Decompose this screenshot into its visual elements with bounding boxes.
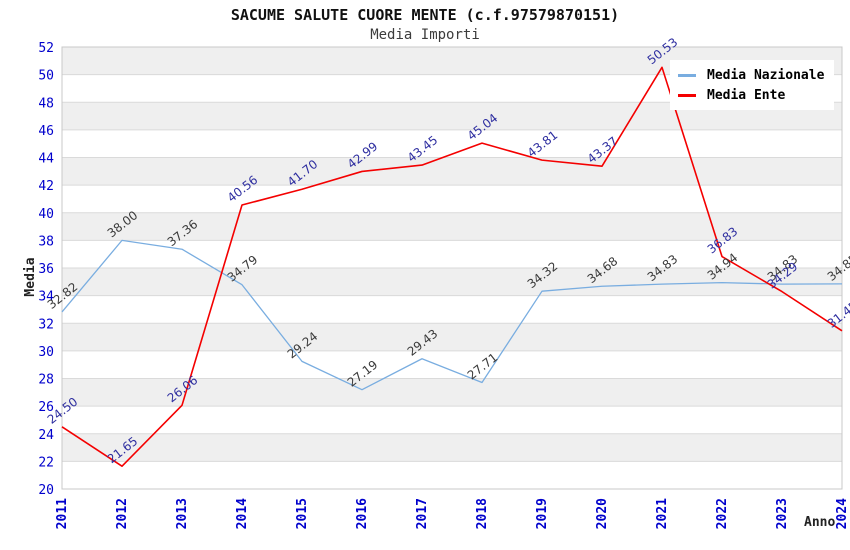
legend: Media Nazionale Media Ente [670, 60, 835, 110]
x-tick-label: 2015 [295, 498, 310, 529]
y-tick-label: 42 [38, 179, 54, 194]
y-tick-label: 20 [38, 483, 54, 498]
plot-band [62, 268, 842, 296]
x-tick-label: 2018 [475, 498, 490, 529]
y-tick-label: 22 [38, 455, 54, 470]
y-tick-label: 38 [38, 234, 54, 249]
x-tick-label: 2012 [115, 498, 130, 529]
legend-line-swatch [678, 93, 696, 97]
x-axis-ticks: 2011 2012 2013 2014 2015 2016 2017 2018 2019 2020… [55, 498, 850, 529]
y-tick-label: 46 [38, 124, 54, 139]
plot-band [62, 461, 842, 489]
series-line-media-nazionale [61, 239, 843, 391]
plot-band [62, 240, 842, 268]
y-tick-label: 40 [38, 207, 54, 222]
legend-label: Media Ente [707, 87, 786, 103]
x-tick-label: 2011 [55, 498, 70, 529]
x-tick-label: 2022 [715, 498, 730, 529]
plot-border [61, 46, 843, 490]
y-tick-label: 52 [38, 41, 54, 56]
y-tick-label: 50 [38, 69, 54, 84]
x-tick-label: 2024 [835, 498, 850, 529]
x-tick-label: 2014 [235, 498, 250, 529]
x-tick-label: 2023 [775, 498, 790, 529]
x-tick-label: 2017 [415, 498, 430, 529]
y-tick-label: 26 [38, 400, 54, 415]
plot-bands [62, 47, 842, 489]
y-tick-label: 34 [38, 290, 54, 305]
plot-band [62, 129, 842, 158]
x-tick-label: 2020 [595, 498, 610, 529]
page-title: SACUME SALUTE CUORE MENTE (c.f.975798701… [230, 6, 620, 24]
y-tick-label: 28 [38, 373, 54, 388]
plot-band [62, 433, 842, 462]
x-tick-label: 2019 [535, 498, 550, 529]
y-tick-label: 36 [38, 262, 54, 277]
legend-item-media-nazionale: Media Nazionale [678, 65, 825, 85]
series-line-media-ente [61, 66, 843, 468]
y-axis-ticks: 20 22 24 26 28 30 32 34 36 38 40 42 44 46 48 50 52 [38, 41, 54, 498]
y-tick-label: 24 [38, 428, 54, 443]
plot-band [62, 350, 842, 379]
plot-band [62, 295, 842, 324]
y-tick-label: 48 [38, 96, 54, 111]
y-tick-label: 44 [38, 152, 54, 167]
plot-band [62, 406, 842, 434]
plot-band [62, 185, 842, 213]
plot-band [62, 157, 842, 186]
legend-label: Media Nazionale [707, 67, 825, 83]
x-tick-label: 2021 [655, 498, 670, 529]
legend-line-swatch [678, 73, 696, 77]
plot-band [62, 323, 842, 351]
y-tick-label: 30 [38, 345, 54, 360]
plot-band [62, 378, 842, 407]
chart-subtitle: Media Importi [370, 27, 480, 43]
legend-item-media-ente: Media Ente [678, 85, 825, 105]
x-tick-label: 2016 [355, 498, 370, 529]
y-tick-label: 32 [38, 317, 54, 332]
x-axis-title: Anno [804, 515, 836, 530]
x-tick-label: 2013 [175, 498, 190, 529]
